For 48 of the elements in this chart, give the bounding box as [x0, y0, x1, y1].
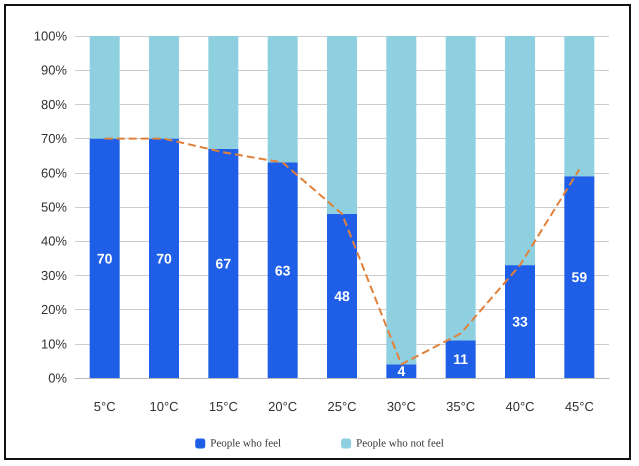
legend-label: People who feel: [210, 438, 282, 450]
x-tick-label: 40°C: [505, 399, 535, 414]
x-tick-label: 25°C: [327, 399, 357, 414]
x-tick-label: 20°C: [268, 399, 298, 414]
x-tick-label: 30°C: [386, 399, 416, 414]
y-tick-label: 50%: [40, 200, 68, 214]
data-label: 67: [216, 255, 232, 272]
data-label: 48: [334, 288, 350, 304]
bar: [505, 265, 535, 378]
y-tick-label: 20%: [40, 302, 68, 318]
y-tick-label: 60%: [40, 165, 68, 180]
x-tick-label: 35°C: [446, 399, 476, 414]
data-label: 70: [96, 250, 113, 266]
x-tick-label: 10°C: [149, 399, 179, 414]
bar: [208, 148, 238, 378]
y-tick-label: 70%: [40, 131, 68, 146]
x-tick-label: 15°C: [208, 399, 238, 414]
bar: [446, 36, 476, 340]
data-label: 11: [453, 351, 468, 368]
y-tick-label: 40%: [40, 234, 68, 249]
data-label: 33: [512, 314, 528, 330]
bar: [564, 176, 594, 378]
y-tick-label: 30%: [40, 268, 68, 283]
bar: [149, 36, 179, 139]
bar: [446, 340, 476, 378]
x-tick-label: 5°C: [94, 399, 116, 414]
x-tick-label: 45°C: [564, 399, 594, 414]
bar: [386, 36, 416, 364]
data-label: 4: [397, 363, 406, 380]
data-label: 63: [274, 262, 291, 278]
bar: [268, 162, 298, 378]
y-tick-label: 80%: [40, 96, 68, 112]
data-label: 70: [156, 250, 172, 266]
y-tick-label: 100%: [34, 28, 68, 44]
bar: [149, 138, 179, 378]
bar: [564, 36, 594, 176]
y-tick-label: 90%: [40, 62, 68, 78]
bar: [505, 36, 535, 266]
bar: [327, 36, 357, 214]
legend-label: People who not feel: [356, 438, 444, 450]
bar: [208, 36, 238, 149]
y-tick-label: 10%: [40, 336, 68, 352]
data-label: 59: [572, 269, 588, 286]
bar: [268, 36, 298, 163]
bar: [327, 214, 357, 378]
y-tick-label: 0%: [48, 370, 68, 386]
bar: [90, 138, 120, 378]
bar: [90, 36, 120, 139]
